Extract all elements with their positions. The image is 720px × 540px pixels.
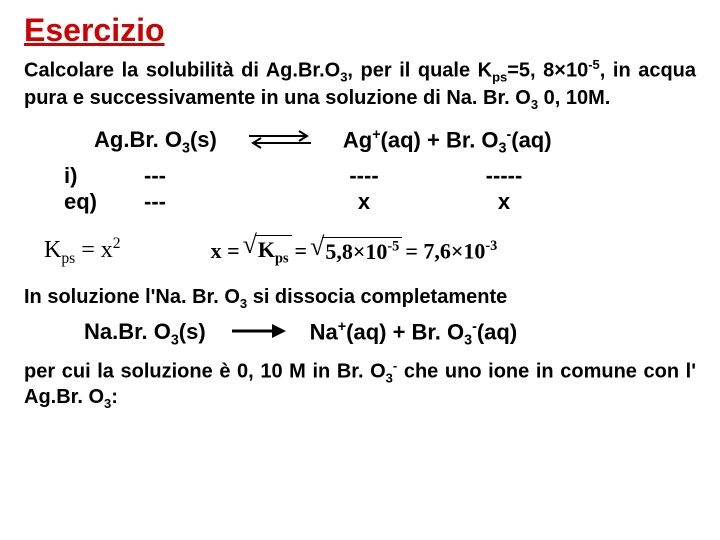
t: , per il quale K	[347, 60, 492, 82]
t: 0, 10M.	[538, 87, 610, 109]
lhs: Ag.Br. O3(s)	[94, 127, 217, 156]
t: (s)	[190, 127, 217, 152]
s: +	[372, 127, 380, 143]
rhs: Na+(aq) + Br. O3-(aq)	[310, 319, 518, 349]
dissociation-text: In soluzione l'Na. Br. O3 si dissocia co…	[24, 286, 696, 311]
s: ps	[61, 250, 75, 267]
row-label: i)	[64, 163, 144, 189]
t: si dissocia completamente	[247, 286, 507, 308]
t: Ag.Br. O	[94, 127, 182, 152]
cell: -----	[434, 163, 574, 189]
table-row: i) --- ---- -----	[64, 163, 696, 189]
t: Na.Br. O	[84, 319, 171, 344]
t: K	[44, 237, 61, 263]
s: -5	[387, 239, 399, 255]
cell: ----	[294, 163, 434, 189]
s: +	[338, 319, 346, 335]
t: 5,8×10	[325, 239, 387, 264]
equilibrium-equation-1: Ag.Br. O3(s) Ag+(aq) + Br. O3-(aq)	[94, 127, 696, 157]
t: :	[111, 386, 118, 408]
cell: ---	[144, 163, 294, 189]
slide-title: Esercizio	[24, 12, 696, 49]
ice-table: i) --- ---- ----- eq) --- x x	[64, 163, 696, 215]
s: 3	[386, 371, 393, 386]
t: (aq)	[381, 127, 421, 152]
t: = x	[75, 237, 113, 263]
t: Ag	[343, 127, 372, 152]
t: (aq)	[511, 127, 551, 152]
t: Na	[310, 319, 338, 344]
cell: x	[434, 189, 574, 215]
s: -5	[588, 57, 600, 72]
kps-equation: Kps = x2 x = √ Kps = √ 5,8×10-5 = 7,6×10…	[44, 235, 696, 268]
equilibrium-arrow-icon	[245, 128, 315, 156]
rhs: Ag+(aq) + Br. O3-(aq)	[343, 127, 552, 157]
solution-math: x = √ Kps = √ 5,8×10-5 = 7,6×10-3	[211, 235, 498, 267]
s: ps	[275, 250, 289, 266]
cell: ---	[144, 189, 294, 215]
s: 3	[171, 332, 179, 348]
t: =	[295, 238, 308, 264]
equilibrium-equation-2: Na.Br. O3(s) Na+(aq) + Br. O3-(aq)	[84, 319, 696, 349]
t: x =	[211, 238, 240, 264]
common-ion-text: per cui la soluzione è 0, 10 M in Br. O3…	[24, 358, 696, 411]
t: In soluzione l'Na. Br. O	[24, 286, 240, 308]
sqrt-icon: √ 5,8×10-5	[310, 237, 402, 265]
lhs: Na.Br. O3(s)	[84, 319, 206, 348]
s: -3	[485, 238, 497, 254]
t: Calcolare la solubilità di Ag.Br.O	[24, 60, 340, 82]
t: =5, 8×10	[507, 60, 588, 82]
s: 3	[464, 332, 472, 348]
sqrt-icon: √ Kps	[243, 235, 292, 267]
s: 3	[499, 141, 507, 157]
t: +	[421, 127, 446, 152]
t: K	[258, 237, 275, 262]
t: (aq)	[346, 319, 386, 344]
t: +	[386, 319, 411, 344]
table-row: eq) --- x x	[64, 189, 696, 215]
s: 2	[113, 235, 121, 252]
row-label: eq)	[64, 189, 144, 215]
forward-arrow-icon	[230, 321, 286, 347]
cell: x	[294, 189, 434, 215]
s: ps	[492, 70, 507, 85]
kps-expression: Kps = x2	[44, 235, 121, 268]
t: Br. O	[446, 127, 499, 152]
t: Br. O	[412, 319, 465, 344]
t: = 7,6×10	[405, 238, 485, 263]
t: (aq)	[477, 319, 517, 344]
t: per cui la soluzione è 0, 10 M in Br. O	[24, 361, 386, 383]
prompt-text: Calcolare la solubilità di Ag.Br.O 3 , per…	[24, 57, 696, 113]
s: 3	[182, 141, 190, 157]
s: 3	[531, 97, 538, 112]
t: (s)	[179, 319, 206, 344]
